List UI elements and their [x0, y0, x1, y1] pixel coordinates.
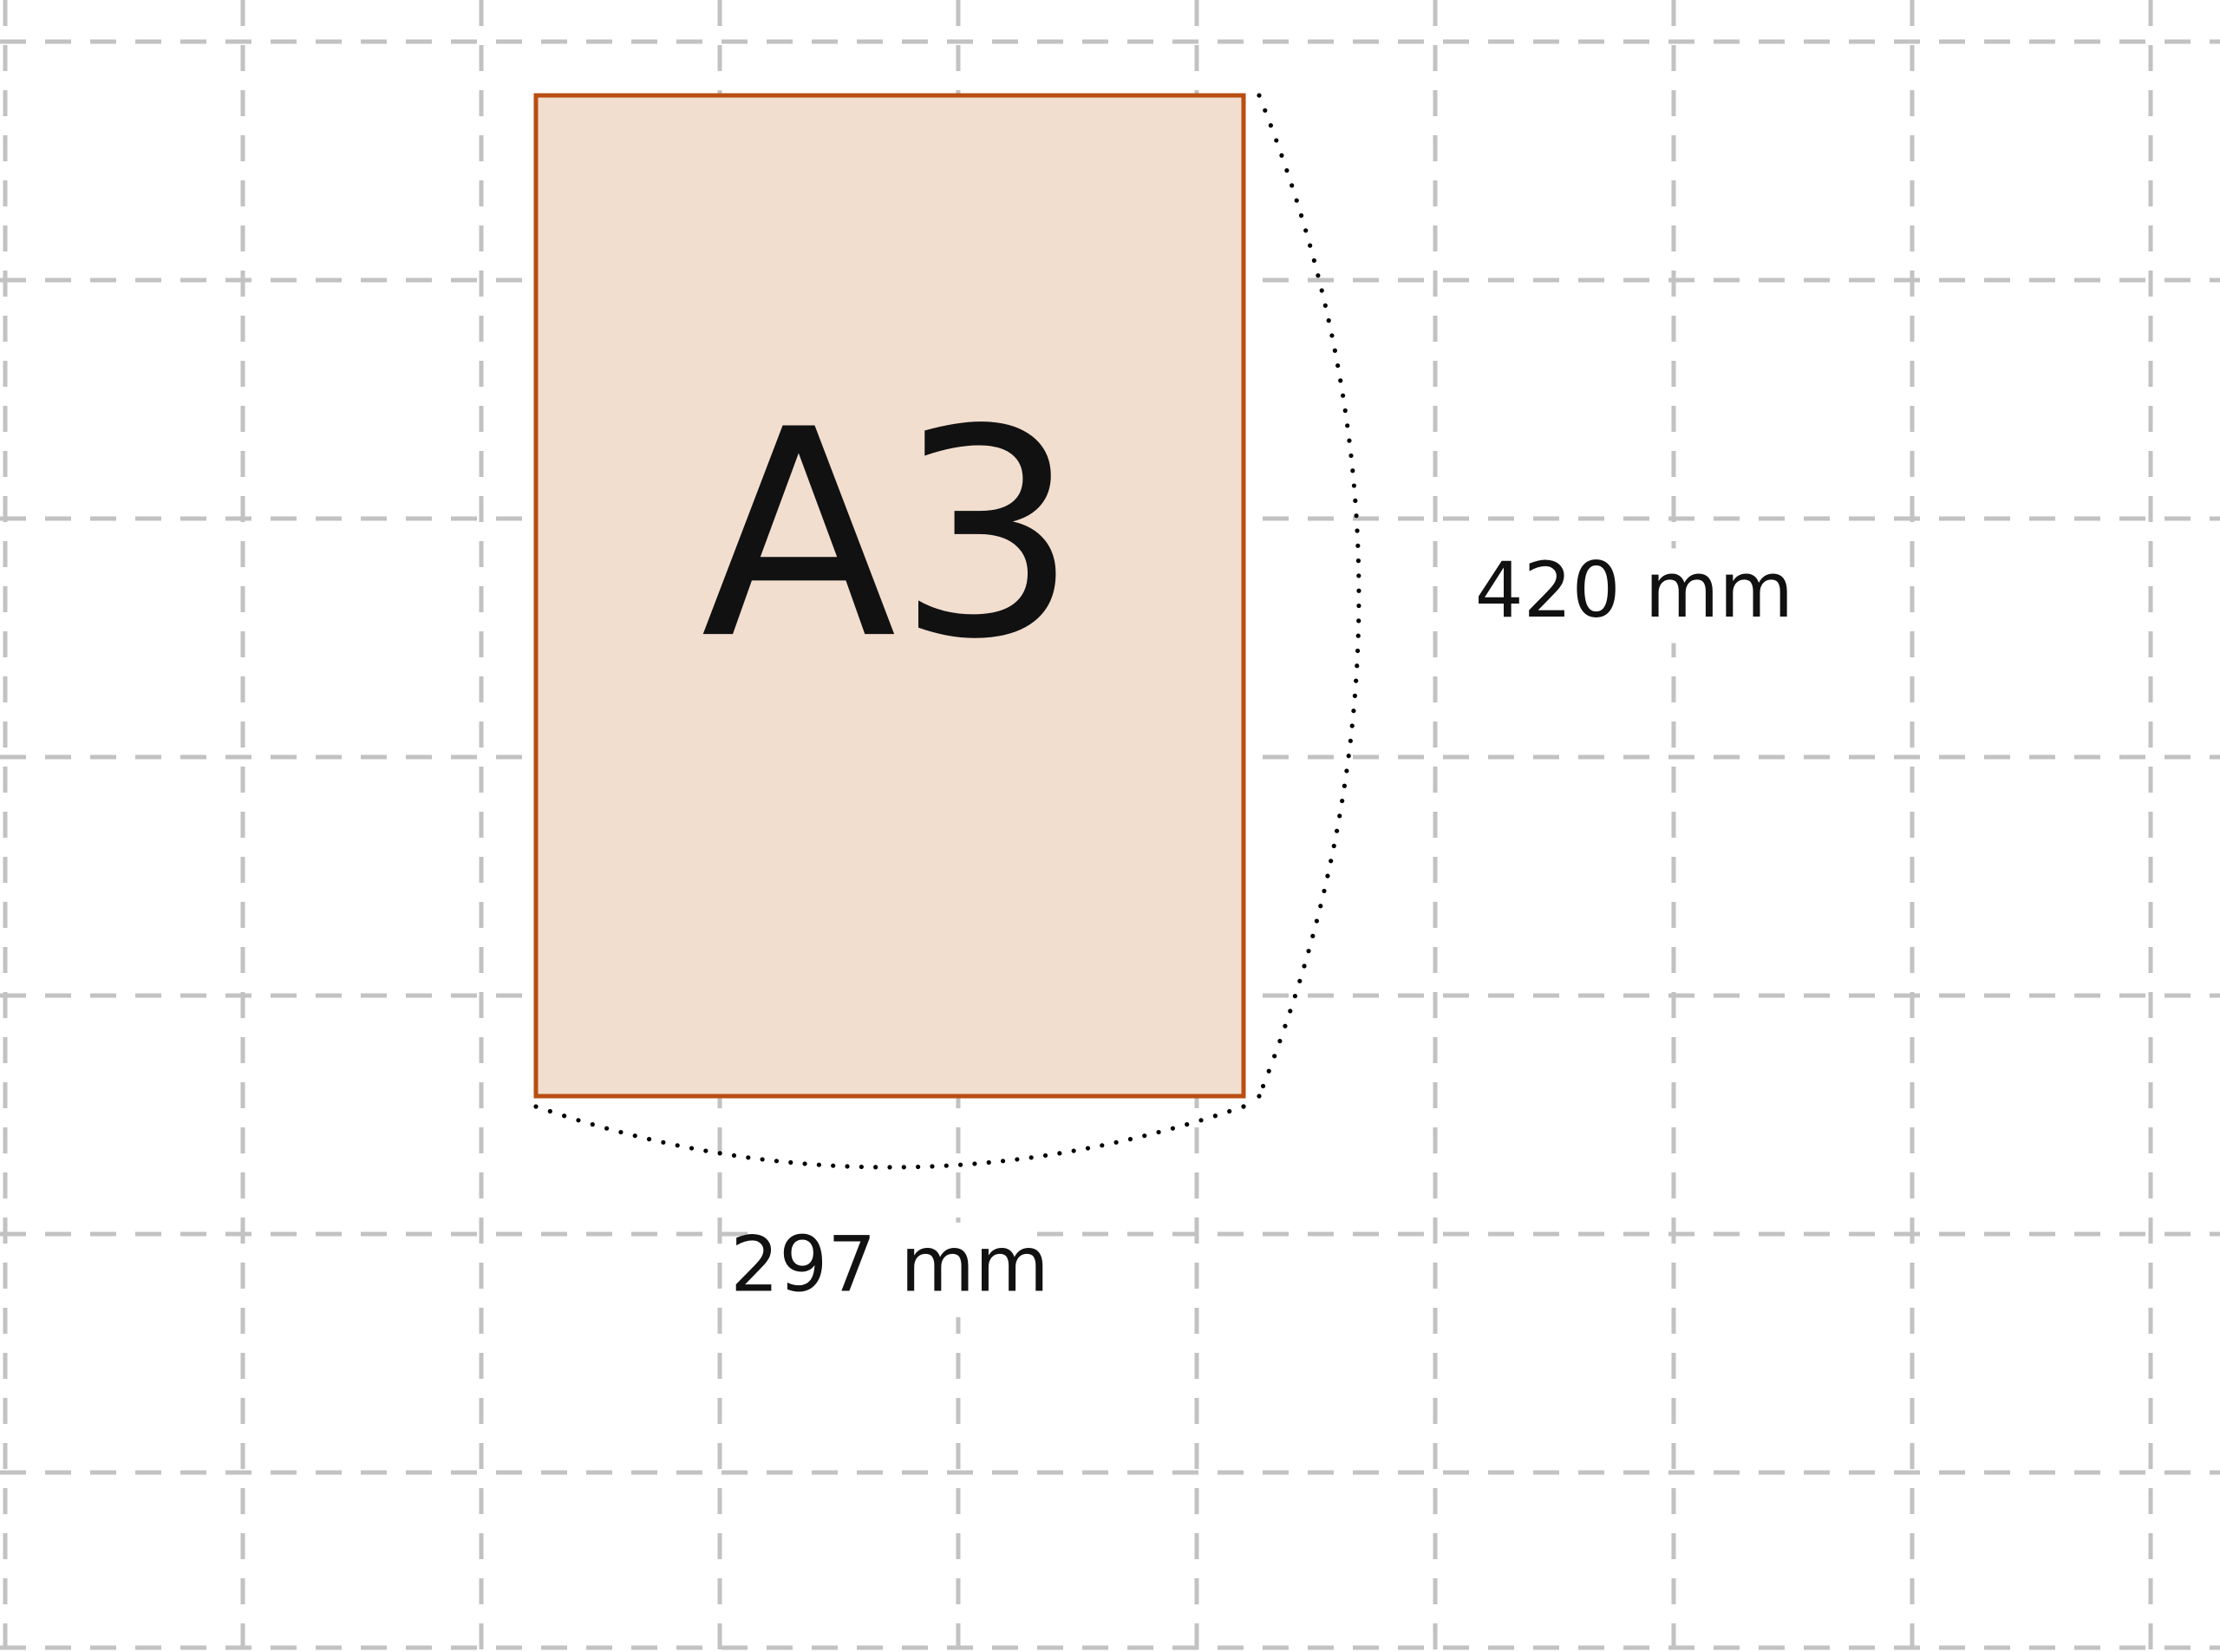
height-label: 420 mm	[1475, 545, 1793, 635]
paper-name: A3	[701, 369, 1079, 702]
width-label: 297 mm	[730, 1219, 1048, 1309]
